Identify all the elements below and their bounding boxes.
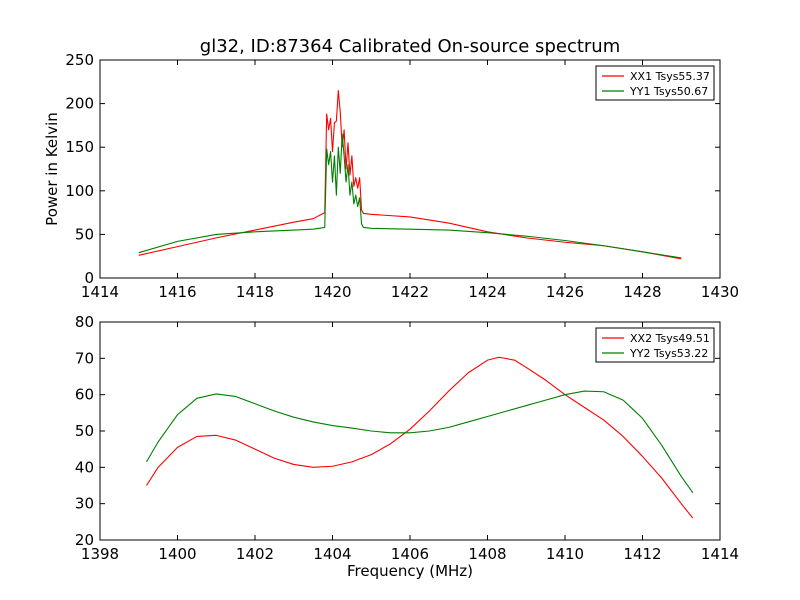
legend-box bbox=[595, 65, 715, 101]
plots-group: 1414 1416 1418 1420 1422 1424 1426 1428 14300501… bbox=[43, 51, 739, 580]
y-tick-label: 150 bbox=[65, 138, 94, 156]
y-tick-label: 30 bbox=[75, 495, 94, 513]
figure-title: gl32, ID:87364 Calibrated On-source spec… bbox=[200, 36, 620, 57]
series-line-xx2 bbox=[146, 356, 694, 519]
y-tick-label: 80 bbox=[75, 313, 94, 331]
x-tick-label: 1420 bbox=[313, 283, 351, 301]
y-tick-label: 20 bbox=[75, 531, 94, 549]
x-tick-label: 1412 bbox=[623, 545, 661, 563]
x-tick-label: 1404 bbox=[313, 545, 351, 563]
legend-entry: XX1 Tsys55.37 bbox=[630, 70, 710, 83]
x-tick-label: 1422 bbox=[391, 283, 429, 301]
x-tick-label: 1398 bbox=[81, 545, 119, 563]
legend-entry: XX2 Tsys49.51 bbox=[630, 332, 710, 345]
series-line-xx1 bbox=[138, 89, 682, 260]
y-tick-label: 200 bbox=[65, 95, 94, 113]
x-tick-label: 1414 bbox=[701, 545, 739, 563]
x-tick-label: 1418 bbox=[236, 283, 274, 301]
y-tick-label: 50 bbox=[75, 422, 94, 440]
legend: XX2 Tsys49.51 YY2 Tsys53.22 bbox=[595, 327, 715, 363]
y-tick-label: 50 bbox=[75, 225, 94, 243]
x-tick-label: 1400 bbox=[158, 545, 196, 563]
y-tick-label: 250 bbox=[65, 51, 94, 69]
x-tick-label: 1416 bbox=[158, 283, 196, 301]
series-line-yy1 bbox=[138, 133, 682, 259]
y-tick-label: 60 bbox=[75, 386, 94, 404]
legend-entry: YY2 Tsys53.22 bbox=[629, 347, 708, 360]
y-axis-title: Power in Kelvin bbox=[43, 112, 61, 226]
x-tick-label: 1428 bbox=[623, 283, 661, 301]
legend-entry: YY1 Tsys50.67 bbox=[629, 85, 708, 98]
x-tick-label: 1408 bbox=[468, 545, 506, 563]
legend-box bbox=[595, 327, 715, 363]
x-tick-label: 1406 bbox=[391, 545, 429, 563]
legend: XX1 Tsys55.37 YY1 Tsys50.67 bbox=[595, 65, 715, 101]
x-tick-label: 1410 bbox=[546, 545, 584, 563]
x-tick-label: 1430 bbox=[701, 283, 739, 301]
chart-panel-2: 1398 1400 1402 1404 1406 1408 1410 1412 1414 20 30… bbox=[75, 313, 739, 580]
y-tick-label: 40 bbox=[75, 458, 94, 476]
chart-panel-1: 1414 1416 1418 1420 1422 1424 1426 1428 1430 0 50 1… bbox=[43, 51, 739, 301]
x-axis-title: Frequency (MHz) bbox=[347, 562, 473, 580]
y-tick-label: 0 bbox=[84, 269, 94, 287]
x-tick-label: 1424 bbox=[468, 283, 506, 301]
x-tick-label: 1414 bbox=[81, 283, 119, 301]
y-tick-label: 100 bbox=[65, 182, 94, 200]
series-line-yy2 bbox=[146, 390, 694, 494]
x-tick-label: 1402 bbox=[236, 545, 274, 563]
y-tick-label: 70 bbox=[75, 349, 94, 367]
x-tick-label: 1426 bbox=[546, 283, 584, 301]
